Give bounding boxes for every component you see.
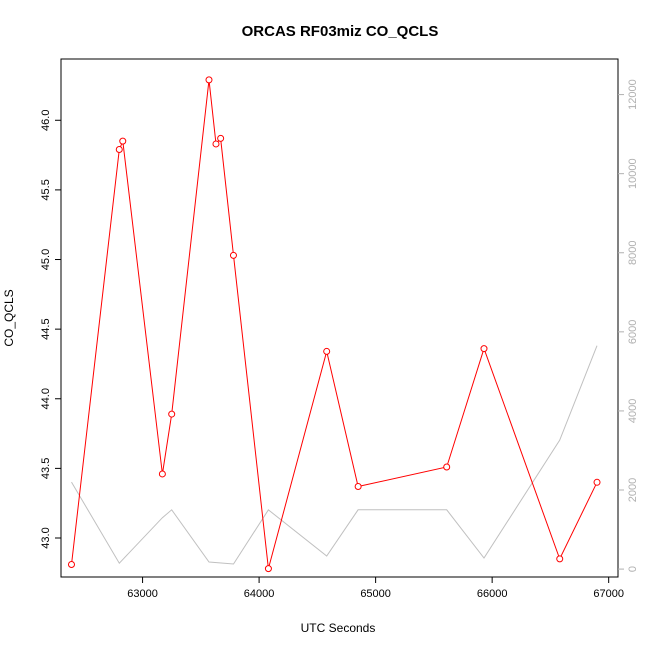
- y-tick-label: 45.5: [40, 179, 52, 200]
- y-tick-label: 46.0: [40, 110, 52, 131]
- right-series-layer: [71, 345, 598, 565]
- data-point: [119, 137, 127, 145]
- data-point: [168, 410, 176, 418]
- x-tick-label: 64000: [244, 588, 275, 600]
- data-point: [212, 140, 220, 148]
- series-line-0: [71, 79, 598, 569]
- data-point: [229, 251, 237, 259]
- left-series-layer: [67, 76, 601, 573]
- y2-tick-label: 4000: [627, 399, 639, 423]
- y-tick-label: 44.0: [40, 388, 52, 409]
- data-point: [443, 463, 451, 471]
- y2-tick-label: 0: [627, 566, 639, 572]
- data-point: [115, 146, 123, 154]
- data-point: [205, 76, 213, 84]
- x-axis-label: UTC Seconds: [301, 621, 376, 635]
- y-tick-label: 43.5: [40, 458, 52, 479]
- series-line-1: [71, 345, 598, 565]
- x-tick-label: 65000: [360, 588, 391, 600]
- y-tick-label: 43.0: [40, 527, 52, 548]
- plot-frame: [60, 58, 619, 578]
- y-axis-label: CO_QCLS: [2, 289, 16, 346]
- data-point: [67, 560, 75, 568]
- data-point: [158, 470, 166, 478]
- data-point: [480, 345, 488, 353]
- y2-tick-label: 12000: [627, 79, 639, 110]
- y2-tick-label: 6000: [627, 320, 639, 344]
- data-point: [556, 555, 564, 563]
- y2-tick-label: 2000: [627, 478, 639, 502]
- y-tick-label: 45.0: [40, 249, 52, 270]
- x-tick-label: 67000: [593, 588, 624, 600]
- data-point: [264, 565, 272, 573]
- y-axis: 43.0 43.5 44.0 44.5 45.0 45.5 46.0: [40, 110, 61, 549]
- x-tick-label: 63000: [127, 588, 158, 600]
- y-tick-label: 44.5: [40, 318, 52, 339]
- x-axis: 63000 64000 65000 66000 67000: [127, 577, 624, 600]
- y2-tick-label: 10000: [627, 158, 639, 189]
- data-point: [593, 478, 601, 486]
- data-point: [323, 347, 331, 355]
- x-tick-label: 66000: [477, 588, 508, 600]
- data-point: [217, 134, 225, 142]
- y2-axis: 0 2000 4000 6000 8000 10000 12000: [618, 79, 639, 572]
- y2-tick-label: 8000: [627, 241, 639, 265]
- chart-title: ORCAS RF03miz CO_QCLS: [242, 23, 439, 40]
- data-point: [354, 482, 362, 490]
